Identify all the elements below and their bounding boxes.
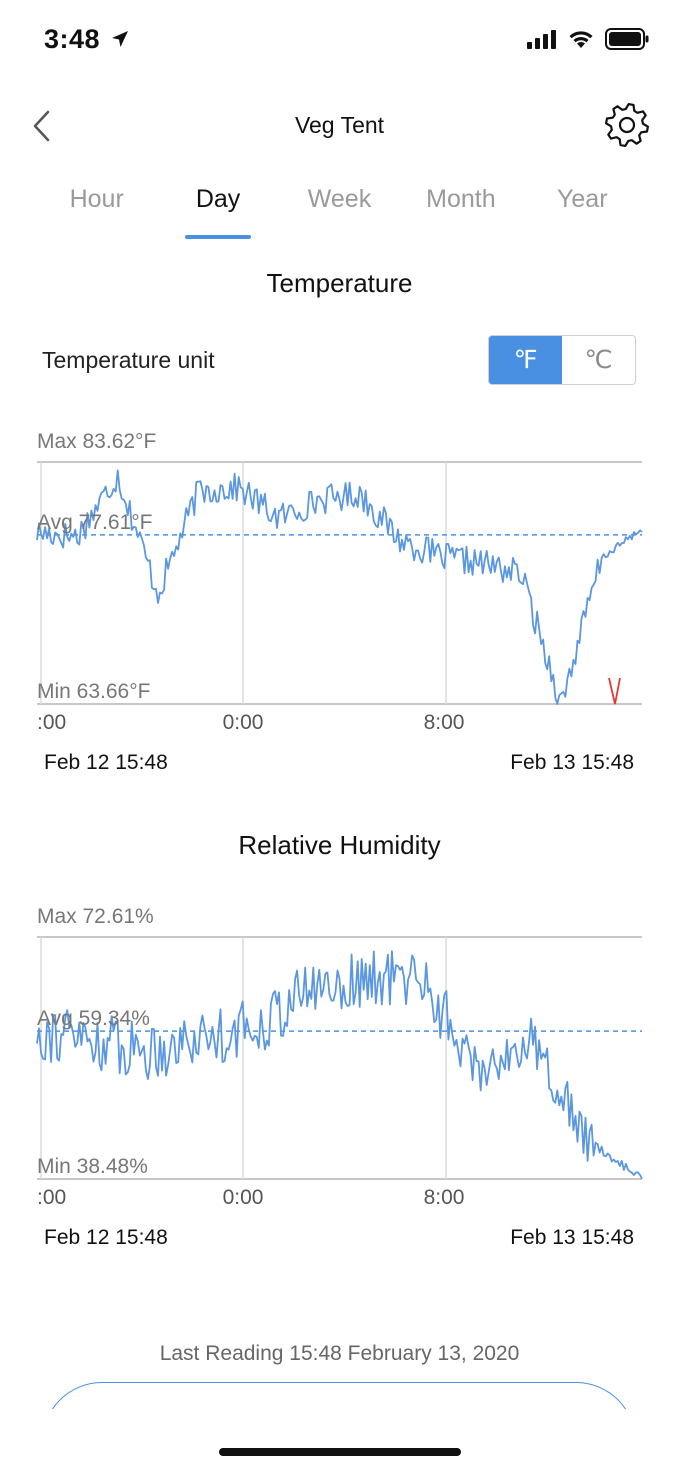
back-button[interactable]: [28, 106, 58, 146]
temperature-unit-label: Temperature unit: [42, 347, 215, 373]
temperature-unit-toggle: ℉ ℃: [488, 335, 636, 385]
tab-label: Week: [307, 185, 372, 213]
start-date-label: Feb 12 15:48: [44, 1226, 168, 1249]
tab-label: Day: [195, 185, 241, 213]
range-tabs: Hour Day Week Month Year: [36, 185, 643, 239]
x-tick-label: :00: [37, 1186, 66, 1209]
unit-celsius-button[interactable]: ℃: [562, 336, 635, 384]
tab-hour[interactable]: Hour: [36, 185, 157, 239]
settings-button[interactable]: [603, 101, 651, 149]
end-date-label: Feb 13 15:48: [510, 751, 634, 774]
humidity-chart: Max 72.61% Avg 59.34% Min 38.48% :00 0:00 8:0…: [36, 905, 643, 1249]
end-date-label: Feb 13 15:48: [510, 1226, 634, 1249]
max-label: Max 83.62°F: [37, 430, 156, 453]
battery-icon: [605, 28, 649, 50]
tab-label: Year: [557, 185, 608, 213]
temperature-title: Temperature: [266, 268, 413, 298]
chevron-left-icon: [33, 110, 50, 142]
gear-icon: [605, 103, 649, 147]
status-time: 3:48: [44, 24, 130, 55]
tab-label: Month: [426, 185, 496, 213]
page-title: Veg Tent: [294, 112, 385, 138]
min-marker: [608, 677, 621, 705]
tab-underline: [185, 235, 252, 239]
status-time-text: 3:48: [44, 24, 101, 54]
x-tick-label: 0:00: [223, 711, 264, 734]
tab-year[interactable]: Year: [522, 185, 643, 239]
start-date-label: Feb 12 15:48: [44, 751, 168, 774]
tab-week[interactable]: Week: [279, 185, 400, 239]
humidity-title: Relative Humidity: [238, 830, 441, 860]
max-label: Max 72.61%: [37, 905, 154, 928]
temperature-chart: Max 83.62°F Avg 77.61°F Min 63.66°F :00 0:00…: [36, 430, 643, 774]
series-line: [36, 950, 643, 1180]
tab-month[interactable]: Month: [400, 185, 521, 239]
location-arrow-icon: [112, 31, 129, 47]
series-line: [36, 469, 643, 705]
x-tick-label: 0:00: [223, 1186, 264, 1209]
home-indicator: [219, 1448, 461, 1456]
tab-label: Hour: [69, 185, 124, 213]
tab-day[interactable]: Day: [157, 185, 278, 239]
x-tick-label: 8:00: [424, 1186, 465, 1209]
min-label: Min 38.48%: [37, 1155, 148, 1178]
avg-label: Avg 77.61°F: [37, 511, 152, 534]
signal-icon: [527, 30, 556, 49]
status-icons: [527, 28, 649, 50]
unit-fahrenheit-button[interactable]: ℉: [489, 336, 562, 384]
x-tick-label: :00: [37, 711, 66, 734]
min-label: Min 63.66°F: [37, 680, 150, 703]
x-tick-label: 8:00: [424, 711, 465, 734]
last-reading: Last Reading 15:48 February 13, 2020: [159, 1342, 520, 1365]
bottom-fade: [0, 1409, 679, 1471]
avg-label: Avg 59.34%: [37, 1007, 150, 1030]
wifi-icon: [569, 31, 593, 48]
